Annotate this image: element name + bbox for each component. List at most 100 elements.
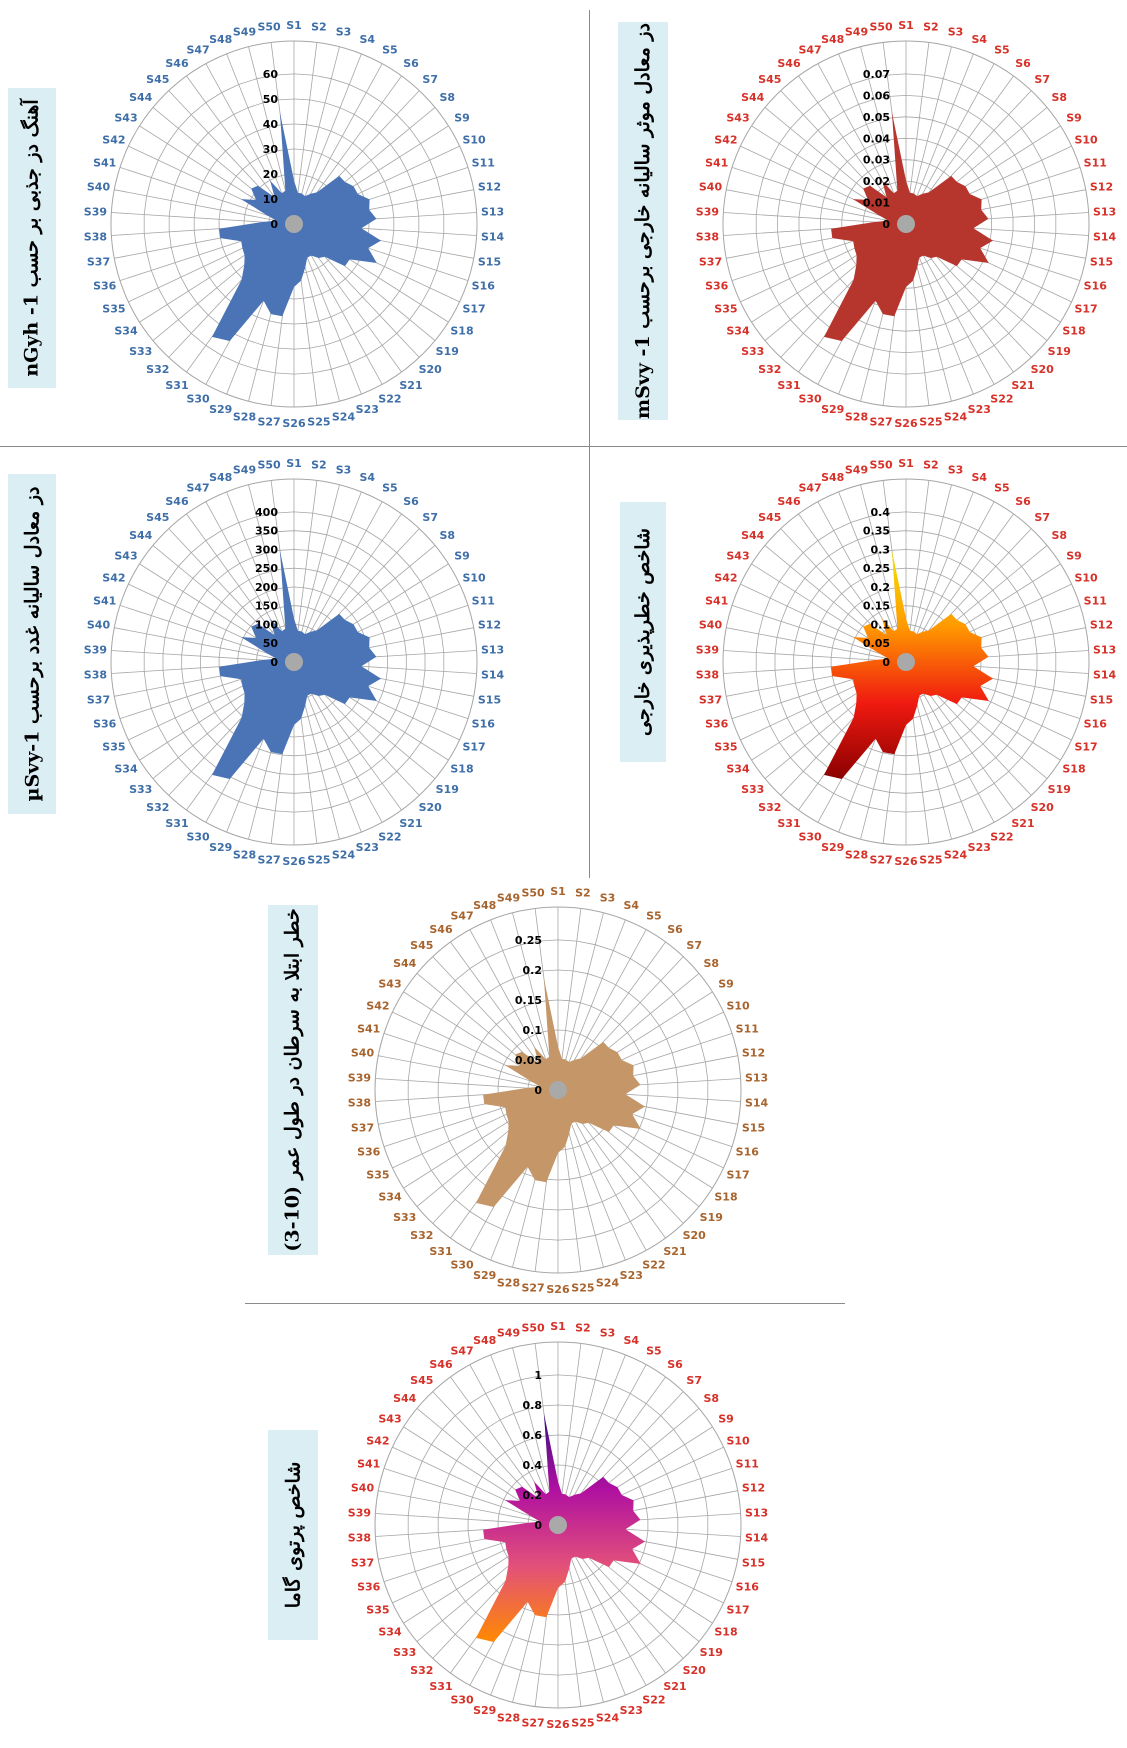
tick-label: 100 (255, 618, 278, 631)
category-label: S44 (393, 1392, 417, 1405)
category-label: S37 (351, 1556, 374, 1569)
category-label: S6 (403, 57, 419, 70)
category-label: S23 (620, 1704, 643, 1717)
category-label: S16 (736, 1581, 760, 1594)
category-label: S49 (845, 463, 868, 476)
category-label: S25 (307, 415, 330, 428)
spoke (383, 1033, 559, 1091)
category-label: S26 (546, 1718, 570, 1731)
category-label: S31 (429, 1245, 452, 1258)
category-label: S1 (286, 457, 302, 470)
category-label: S5 (646, 910, 662, 923)
category-label: S34 (726, 763, 750, 776)
center-hub (549, 1081, 567, 1099)
category-label: S17 (726, 1169, 749, 1182)
category-label: S47 (450, 1345, 473, 1358)
category-label: S2 (311, 459, 327, 472)
category-label: S42 (714, 133, 737, 146)
label-gamma-dose: آهنگ دز جذبی بر حسب nGyh -1 (8, 88, 56, 388)
tick-label: 150 (255, 600, 278, 613)
category-label: S27 (869, 853, 892, 866)
category-label: S47 (450, 910, 473, 923)
category-label: S13 (745, 1072, 768, 1085)
tick-label: 0 (270, 218, 278, 231)
category-label: S22 (990, 392, 1013, 405)
category-label: S1 (286, 19, 302, 32)
category-label: S24 (332, 849, 356, 862)
category-label: S44 (393, 957, 417, 970)
category-label: S33 (741, 783, 764, 796)
category-label: S41 (705, 157, 728, 170)
category-label: S15 (1090, 693, 1113, 706)
category-label: S20 (683, 1664, 707, 1677)
tick-label: 0.15 (863, 600, 890, 613)
category-label: S37 (699, 255, 722, 268)
category-label: S49 (845, 25, 868, 38)
tick-label: 0.8 (523, 1399, 543, 1412)
category-label: S49 (497, 891, 520, 904)
category-label: S43 (378, 1412, 401, 1425)
category-label: S4 (972, 33, 988, 46)
category-label: S34 (114, 763, 138, 776)
category-label: S25 (919, 853, 942, 866)
category-label: S45 (410, 1374, 433, 1387)
category-label: S37 (351, 1121, 374, 1134)
category-label: S4 (972, 471, 988, 484)
category-label: S47 (798, 482, 821, 495)
category-label: S47 (798, 44, 821, 57)
tick-label: 60 (263, 68, 279, 81)
category-label: S14 (745, 1097, 769, 1110)
category-label: S31 (429, 1680, 452, 1693)
category-label: S23 (356, 403, 379, 416)
category-label: S12 (478, 619, 501, 632)
category-label: S10 (462, 571, 486, 584)
category-label: S39 (696, 644, 719, 657)
category-label: S38 (696, 669, 719, 682)
category-label: S38 (348, 1532, 371, 1545)
center-hub (285, 215, 303, 233)
category-label: S4 (624, 1334, 640, 1347)
category-label: S7 (422, 511, 438, 524)
category-label: S36 (357, 1581, 381, 1594)
tick-label: 0 (882, 218, 890, 231)
category-label: S21 (399, 379, 422, 392)
category-label: S33 (393, 1646, 416, 1659)
category-label: S42 (366, 1434, 389, 1447)
category-label: S9 (718, 977, 734, 990)
category-label: S3 (600, 891, 616, 904)
category-label: S14 (1093, 669, 1117, 682)
category-label: S13 (481, 644, 504, 657)
category-label: S26 (282, 417, 306, 430)
category-label: S19 (436, 783, 459, 796)
category-label: S32 (758, 801, 781, 814)
label-external-hazard-text: شاخص خطرپذیری خارجی (632, 528, 655, 736)
category-label: S19 (1048, 345, 1071, 358)
label-cancer-risk: خطر ابتلا به سرطان در طول عمر (10-3) (268, 905, 318, 1255)
category-label: S33 (129, 345, 152, 358)
category-label: S17 (726, 1604, 749, 1617)
category-label: S17 (1074, 741, 1097, 754)
category-label: S9 (1066, 111, 1082, 124)
category-label: S29 (821, 403, 844, 416)
spoke (557, 919, 626, 1091)
category-label: S9 (454, 549, 470, 562)
category-label: S1 (550, 885, 566, 898)
tick-label: 0.05 (515, 1054, 542, 1067)
category-label: S45 (758, 511, 781, 524)
category-label: S28 (233, 411, 256, 424)
tick-label: 0.4 (871, 506, 891, 519)
category-label: S5 (994, 44, 1010, 57)
category-label: S40 (87, 181, 111, 194)
category-label: S4 (360, 471, 376, 484)
label-gamma-index: شاخص پرتوی گاما (268, 1430, 318, 1640)
category-label: S11 (736, 1023, 759, 1036)
radar-chart-external-hazard: 0 0.05 0.1 0.15 0.2 0.25 0.3 0.35 0.4 S1 S2 S3 S4 S5 S… (696, 457, 1117, 868)
category-label: S40 (351, 1047, 375, 1060)
category-label: S43 (114, 549, 137, 562)
category-label: S48 (473, 1334, 496, 1347)
category-label: S11 (472, 595, 495, 608)
category-label: S35 (714, 741, 737, 754)
tick-label: 50 (263, 93, 279, 106)
category-label: S42 (366, 999, 389, 1012)
